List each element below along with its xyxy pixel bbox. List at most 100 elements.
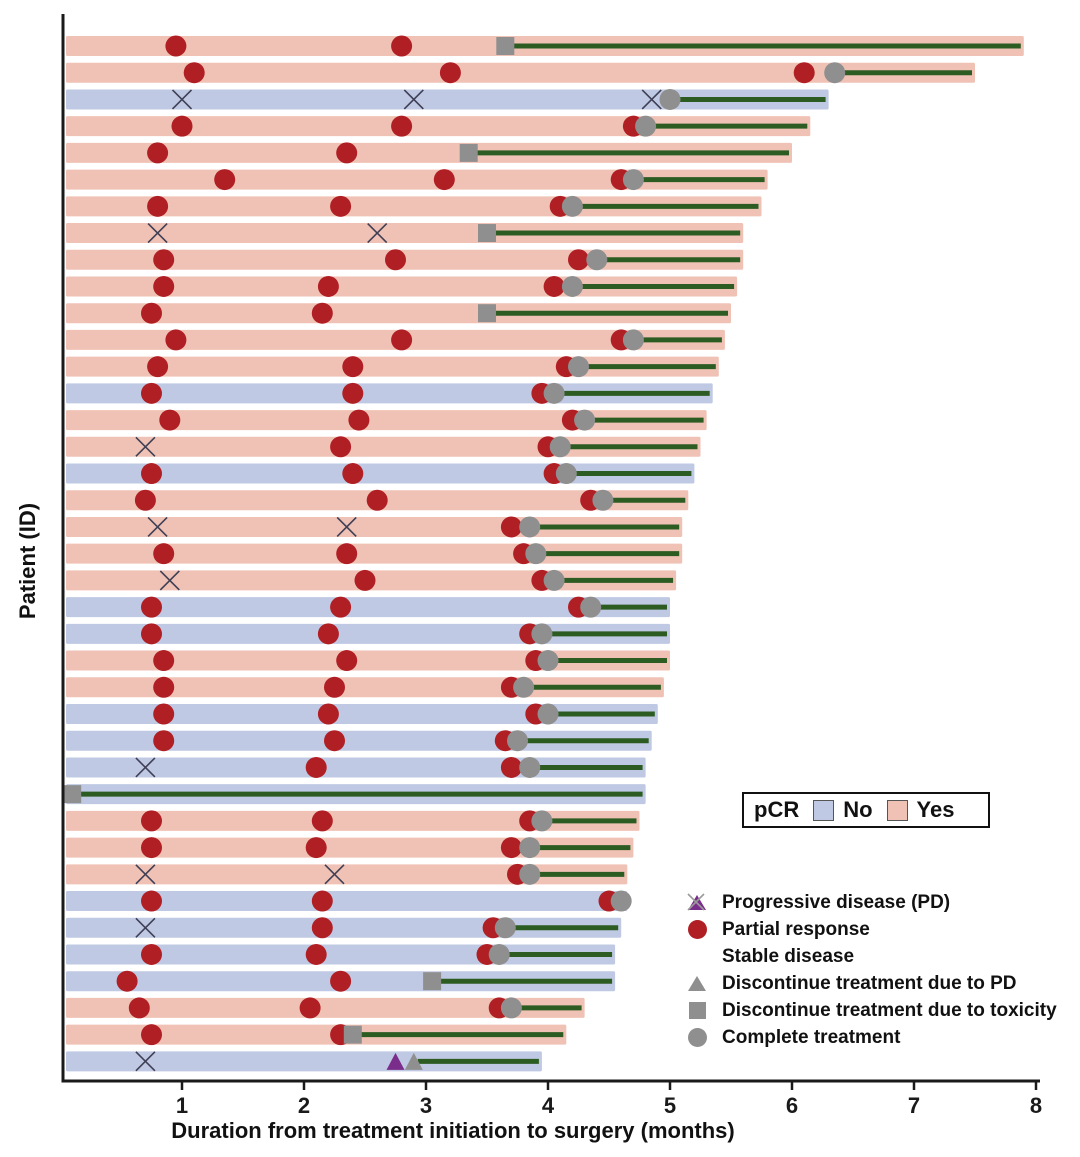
partial-response-marker: [324, 676, 345, 698]
partial-response-marker: [147, 356, 169, 378]
y-axis-label: Patient (ID): [15, 502, 40, 620]
partial-response-marker: [391, 329, 413, 351]
partial-response-marker: [336, 142, 358, 164]
discontinue-pd-marker: [404, 1052, 423, 1070]
complete-treatment-marker: [574, 409, 596, 431]
patient-bar: [66, 89, 829, 110]
complete-treatment-marker: [525, 543, 547, 565]
partial-response-marker: [116, 970, 138, 992]
partial-response-marker: [500, 837, 522, 859]
stable-disease-marker: [147, 516, 168, 538]
patient-bar: [66, 650, 670, 671]
partial-response-marker: [305, 943, 327, 965]
partial-response-marker: [141, 463, 162, 485]
stable-disease-marker: [403, 89, 424, 110]
partial-response-marker: [391, 115, 413, 137]
complete-treatment-marker: [537, 703, 559, 725]
partial-response-marker: [311, 890, 333, 912]
complete-treatment-marker: [537, 650, 559, 672]
complete-treatment-marker: [555, 463, 577, 485]
stable-disease-marker: [135, 436, 156, 457]
stable-disease-marker: [641, 89, 662, 110]
partial-response-marker: [141, 810, 162, 832]
x-axis-tick-label: 3: [420, 1093, 432, 1118]
discontinue-pd-icon: [686, 973, 708, 995]
partial-response-marker: [342, 356, 364, 378]
partial-response-marker: [391, 35, 413, 57]
legend-item-discontinue-toxicity: Discontinue treatment due to toxicity: [686, 1000, 1057, 1021]
discontinue-toxicity-marker: [423, 972, 442, 991]
complete-treatment-marker: [531, 810, 553, 832]
patient-bar: [66, 142, 792, 163]
complete-treatment-marker: [622, 329, 644, 351]
complete-treatment-icon: [686, 1027, 708, 1049]
complete-treatment-marker: [488, 943, 510, 965]
patient-bar: [66, 837, 634, 858]
complete-treatment-marker: [580, 596, 602, 618]
partial-response-marker: [153, 249, 175, 271]
complete-treatment-marker: [561, 195, 583, 217]
discontinue-toxicity-marker: [343, 1025, 362, 1044]
x-axis-tick-label: 4: [542, 1093, 555, 1118]
partial-response-marker: [141, 890, 162, 912]
complete-treatment-marker: [622, 169, 644, 191]
partial-response-marker: [305, 756, 327, 778]
partial-response-marker: [385, 249, 406, 271]
legend-item-complete-treatment: Complete treatment: [686, 1027, 1057, 1048]
patient-bar: [66, 356, 719, 377]
pcr-legend: pCR No Yes: [742, 792, 990, 828]
stable-disease-marker: [159, 570, 180, 591]
x-axis-tick-label: 5: [664, 1093, 676, 1118]
x-axis-tick-label: 2: [298, 1093, 310, 1118]
patient-bar: [66, 196, 762, 217]
complete-treatment-marker: [531, 623, 553, 645]
patient-bar: [66, 810, 640, 831]
discontinue-toxicity-icon: [686, 1000, 708, 1022]
pcr-legend-title: pCR: [754, 797, 800, 822]
partial-response-marker: [336, 543, 358, 565]
partial-response-marker: [141, 1024, 162, 1046]
patient-bar: [66, 704, 658, 724]
stable-disease-marker: [147, 222, 168, 244]
stable-disease-marker: [367, 222, 388, 244]
partial-response-marker: [141, 943, 162, 965]
partial-response-marker: [141, 302, 162, 324]
stable-disease-marker: [324, 864, 345, 885]
partial-response-marker: [299, 997, 321, 1019]
partial-response-marker: [141, 623, 162, 645]
complete-treatment-marker: [561, 275, 583, 297]
partial-response-marker: [311, 302, 333, 324]
patient-bar: [66, 597, 670, 618]
partial-response-marker: [311, 810, 333, 832]
x-axis-tick-label: 1: [176, 1093, 188, 1118]
partial-response-marker: [214, 169, 236, 191]
complete-treatment-marker: [519, 516, 541, 538]
partial-response-marker: [324, 730, 345, 752]
marker-legend: Progressive disease (PD) Partial respons…: [686, 892, 1057, 1048]
partial-response-marker: [165, 329, 187, 351]
partial-response-marker: [153, 650, 175, 672]
complete-treatment-marker: [507, 730, 528, 752]
complete-treatment-marker: [494, 917, 516, 939]
partial-response-marker: [305, 837, 327, 859]
partial-response-marker: [330, 596, 352, 618]
discontinue-toxicity-marker: [496, 37, 515, 55]
pcr-no-label: No: [843, 797, 873, 822]
patient-bar: [66, 223, 744, 244]
patient-bar: [66, 623, 670, 644]
partial-response-marker: [330, 436, 352, 458]
partial-response-marker: [134, 489, 156, 511]
partial-response-marker: [543, 275, 565, 297]
discontinue-toxicity-marker: [478, 224, 496, 243]
pcr-yes-label: Yes: [916, 797, 955, 822]
partial-response-icon: [686, 919, 708, 941]
discontinue-toxicity-marker: [478, 304, 496, 323]
legend-item-progressive-disease: Progressive disease (PD): [686, 892, 1057, 913]
complete-treatment-marker: [659, 88, 681, 110]
patient-bar: [66, 997, 585, 1018]
partial-response-marker: [171, 115, 193, 137]
complete-treatment-marker: [519, 756, 541, 778]
legend-item-stable-disease: Stable disease: [686, 893, 1057, 967]
partial-response-marker: [433, 169, 455, 191]
